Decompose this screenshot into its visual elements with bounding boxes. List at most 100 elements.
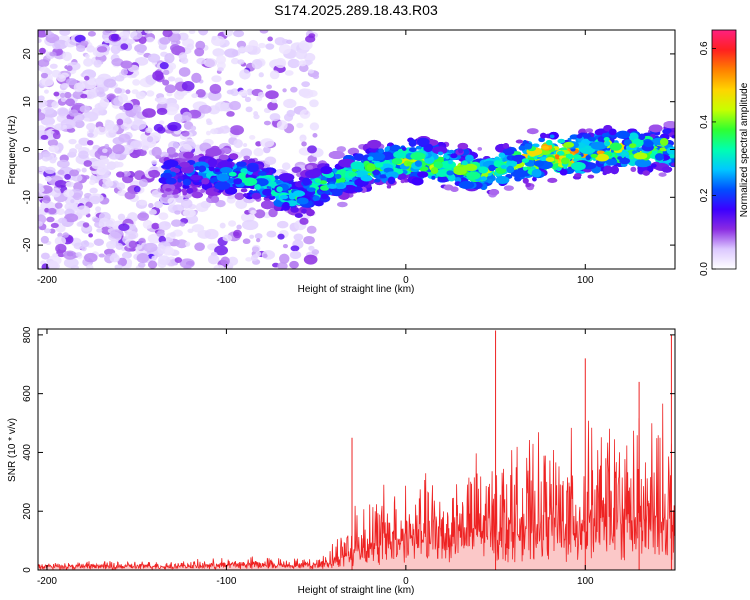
heatmap-cell bbox=[298, 60, 307, 67]
heatmap-cell bbox=[162, 79, 170, 86]
heatmap-cell bbox=[312, 73, 320, 79]
heatmap-cell bbox=[296, 197, 309, 205]
snr-x-tick-label: -200 bbox=[37, 576, 57, 587]
heatmap-cell bbox=[52, 131, 61, 140]
heatmap-cell bbox=[108, 243, 114, 248]
heatmap-cell bbox=[145, 127, 153, 134]
heatmap-cell bbox=[214, 245, 229, 256]
heatmap-cell bbox=[93, 238, 104, 246]
heatmap-cell bbox=[83, 175, 90, 180]
heatmap-cell bbox=[643, 140, 654, 148]
heatmap-cell bbox=[57, 107, 69, 116]
heatmap-cell bbox=[319, 185, 330, 191]
heatmap-cell bbox=[54, 202, 63, 209]
heatmap-cell bbox=[506, 159, 518, 168]
heatmap-cell bbox=[307, 69, 315, 74]
heatmap-cell bbox=[38, 108, 42, 113]
heatmap-cell bbox=[63, 257, 79, 269]
heatmap-cell bbox=[265, 43, 275, 50]
heatmap-cell bbox=[99, 217, 110, 227]
heatmap-cell bbox=[432, 146, 448, 155]
heatmap-cell bbox=[40, 116, 56, 126]
heatmap-cell bbox=[533, 160, 545, 167]
heatmap-y-axis-label: Frequency (Hz) bbox=[7, 116, 18, 185]
heatmap-cell bbox=[232, 229, 242, 239]
heatmap-cell bbox=[224, 186, 238, 195]
heatmap-cell bbox=[314, 200, 324, 207]
heatmap-cell bbox=[292, 190, 305, 197]
heatmap-cell bbox=[104, 143, 110, 149]
heatmap-y-tick-label: -20 bbox=[22, 237, 33, 252]
heatmap-y-tick-label: 0 bbox=[22, 146, 33, 152]
heatmap-cell bbox=[117, 213, 126, 221]
heatmap-cell bbox=[175, 40, 181, 45]
heatmap-cell bbox=[458, 148, 464, 154]
heatmap-cell bbox=[219, 222, 226, 229]
snr-x-tick-label: 0 bbox=[403, 576, 409, 587]
heatmap-cell bbox=[217, 67, 224, 72]
heatmap-cell bbox=[590, 153, 598, 158]
heatmap-cell bbox=[179, 144, 193, 154]
heatmap-cells bbox=[38, 30, 675, 269]
heatmap-cell bbox=[210, 195, 220, 203]
heatmap-cell bbox=[554, 154, 560, 160]
heatmap-cell bbox=[298, 40, 313, 51]
heatmap-cell bbox=[245, 106, 253, 113]
colorbar-gradient bbox=[712, 30, 736, 269]
heatmap-cell bbox=[319, 180, 327, 185]
heatmap-cell bbox=[478, 166, 489, 174]
heatmap-cell bbox=[91, 160, 106, 170]
heatmap-cell bbox=[195, 89, 206, 98]
snr-y-tick-label: 200 bbox=[22, 502, 33, 519]
heatmap-cell bbox=[179, 258, 195, 269]
heatmap-cell bbox=[166, 147, 176, 155]
heatmap-cell bbox=[68, 148, 78, 155]
heatmap-cell bbox=[130, 73, 137, 78]
heatmap-cell bbox=[210, 128, 219, 135]
heatmap-cell bbox=[177, 178, 182, 183]
heatmap-cell bbox=[166, 237, 174, 243]
heatmap-cell bbox=[118, 133, 131, 143]
heatmap-cell bbox=[147, 170, 155, 176]
heatmap-cell bbox=[417, 171, 429, 178]
heatmap-cell bbox=[89, 179, 96, 186]
heatmap-cell bbox=[620, 151, 628, 157]
heatmap-cell bbox=[147, 260, 158, 269]
snr-y-ticks: 0 200 400 600 800 bbox=[22, 326, 675, 573]
heatmap-cell bbox=[200, 200, 211, 209]
heatmap-cell bbox=[522, 166, 528, 171]
snr-fill bbox=[38, 403, 675, 570]
heatmap-cell bbox=[458, 180, 475, 189]
heatmap-cell bbox=[603, 165, 613, 174]
heatmap-cell bbox=[229, 100, 241, 111]
heatmap-cell bbox=[226, 111, 235, 117]
heatmap-cell bbox=[282, 88, 287, 93]
heatmap-cell bbox=[282, 201, 290, 209]
heatmap-cell bbox=[531, 168, 542, 178]
heatmap-cell bbox=[306, 209, 315, 217]
heatmap-cell bbox=[288, 99, 293, 104]
heatmap-x-tick-label: 0 bbox=[403, 275, 409, 286]
heatmap-cell bbox=[156, 107, 168, 116]
snr-x-tick-label: -100 bbox=[216, 576, 236, 587]
heatmap-cell bbox=[277, 233, 285, 240]
heatmap-cell bbox=[79, 105, 91, 113]
snr-series-line bbox=[38, 403, 675, 570]
heatmap-cell bbox=[327, 184, 337, 189]
heatmap-cell bbox=[191, 191, 203, 199]
heatmap-cell bbox=[565, 153, 574, 160]
heatmap-cell bbox=[263, 120, 271, 126]
heatmap-cell bbox=[43, 228, 52, 234]
heatmap-cell bbox=[610, 165, 619, 175]
heatmap-cell bbox=[179, 161, 191, 168]
heatmap-cell bbox=[96, 91, 106, 98]
heatmap-cell bbox=[207, 158, 218, 167]
heatmap-cell bbox=[212, 48, 225, 57]
heatmap-cell bbox=[124, 191, 136, 200]
heatmap-cell bbox=[245, 257, 253, 262]
heatmap-cell bbox=[64, 213, 79, 223]
heatmap-cell bbox=[116, 182, 126, 191]
heatmap-cell bbox=[308, 245, 315, 251]
heatmap-cell bbox=[236, 161, 247, 167]
